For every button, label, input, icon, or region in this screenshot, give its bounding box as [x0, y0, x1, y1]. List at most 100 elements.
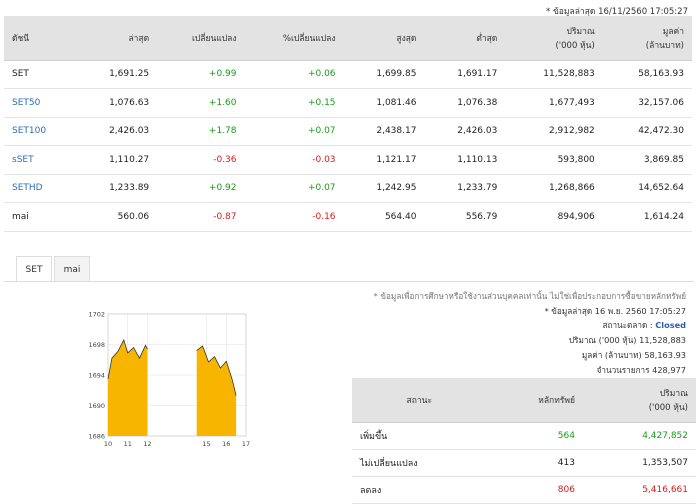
adv-status-label: เพิ่มขึ้น: [352, 422, 487, 450]
index-low: 1,110.13: [424, 145, 506, 175]
summary-value-value: 58,163.93: [644, 350, 686, 360]
table-row: ลดลง 806 5,416,661: [352, 476, 696, 504]
summary-volume-label: ปริมาณ ('000 หุ้น): [568, 335, 637, 345]
col-value-unit: (ล้านบาท): [645, 40, 684, 51]
intraday-chart: 1702 1698 1694 1690 1686 10 11 12 15 16 17: [88, 311, 250, 449]
x-tick-label: 17: [242, 440, 250, 448]
index-area-segment: [108, 339, 148, 436]
index-volume: 2,912,982: [505, 117, 603, 146]
summary-volume-value: 11,528,883: [639, 335, 686, 345]
x-tick-label: 12: [143, 440, 151, 448]
index-low: 1,691.17: [424, 60, 506, 89]
index-low: 556.79: [424, 202, 506, 232]
index-change: -0.36: [157, 145, 245, 175]
index-value: 1,614.24: [602, 202, 692, 232]
col-value: มูลค่า (ล้านบาท): [602, 16, 692, 61]
adv-status-label: ไม่เปลี่ยนแปลง: [352, 449, 487, 477]
col-index: ดัชนี: [4, 16, 77, 61]
summary-updated: * ข้อมูลล่าสุด 16 พ.ย. 2560 17:05:27: [544, 306, 686, 316]
index-volume: 1,677,493: [505, 88, 603, 118]
index-line-segment: [107, 338, 148, 379]
index-last: 1,233.89: [76, 174, 158, 203]
adv-count: 806: [486, 476, 583, 504]
index-pct-change: +0.07: [244, 174, 344, 203]
index-volume: 1,268,866: [505, 174, 603, 203]
col-volume: ปริมาณ ('000 หุ้น): [505, 16, 603, 61]
y-tick-label: 1698: [88, 341, 105, 349]
col-adv-volume: ปริมาณ ('000 หุ้น): [582, 378, 696, 423]
index-table-header: ดัชนี ล่าสุด เปลี่ยนแปลง %เปลี่ยนแปลง สู…: [4, 16, 692, 61]
index-value: 42,472.30: [602, 117, 692, 146]
index-value: 58,163.93: [602, 60, 692, 89]
y-tick-label: 1702: [88, 311, 105, 319]
index-name: mai: [4, 202, 77, 232]
index-low: 1,076.38: [424, 88, 506, 118]
x-tick-label: 11: [124, 440, 132, 448]
index-high: 1,121.17: [343, 145, 425, 175]
col-status: สถานะ: [352, 378, 487, 423]
index-name: SET: [4, 60, 77, 89]
last-updated-note: * ข้อมูลล่าสุด 16/11/2560 17:05:27: [546, 7, 688, 17]
tab-divider: [4, 281, 694, 282]
table-row: SET50 1,076.63 +1.60 +0.15 1,081.46 1,07…: [4, 88, 692, 118]
market-status: สถานะตลาด : Closed: [602, 319, 686, 332]
adv-count: 564: [486, 422, 583, 450]
index-last: 560.06: [76, 202, 158, 232]
index-low: 1,233.79: [424, 174, 506, 203]
x-tick-label: 16: [222, 440, 230, 448]
table-row: SETHD 1,233.89 +0.92 +0.07 1,242.95 1,23…: [4, 174, 692, 203]
market-tabs: SET mai: [16, 256, 92, 282]
col-volume-unit: ('000 หุ้น): [555, 40, 595, 51]
table-row: SET100 2,426.03 +1.78 +0.07 2,438.17 2,4…: [4, 117, 692, 146]
adv-status-label: ลดลง: [352, 476, 487, 504]
summary-volume: ปริมาณ ('000 หุ้น) 11,528,883: [569, 334, 686, 347]
x-tick-label: 15: [202, 440, 210, 448]
summary-deals-value: 428,977: [652, 365, 686, 375]
index-name-link[interactable]: sSET: [4, 145, 77, 175]
col-adv-volume-label: ปริมาณ: [659, 388, 688, 399]
adv-volume: 4,427,852: [582, 422, 696, 450]
index-low: 2,426.03: [424, 117, 506, 146]
summary-value-label: มูลค่า (ล้านบาท): [581, 350, 642, 360]
col-last: ล่าสุด: [76, 16, 158, 61]
summary-deals: จำนวนรายการ 428,977: [597, 364, 686, 377]
table-row: ไม่เปลี่ยนแปลง 413 1,353,507: [352, 449, 696, 477]
tab-set[interactable]: SET: [16, 256, 52, 282]
index-pct-change: -0.03: [244, 145, 344, 175]
index-value: 14,652.64: [602, 174, 692, 203]
adv-volume: 5,416,661: [582, 476, 696, 504]
index-pct-change: -0.16: [244, 202, 344, 232]
col-pct-change: %เปลี่ยนแปลง: [244, 16, 344, 61]
market-status-label: สถานะตลาด :: [602, 320, 653, 330]
index-table: ดัชนี ล่าสุด เปลี่ยนแปลง %เปลี่ยนแปลง สู…: [4, 16, 692, 232]
index-pct-change: +0.15: [244, 88, 344, 118]
index-name-link[interactable]: SET50: [4, 88, 77, 118]
index-name-link[interactable]: SETHD: [4, 174, 77, 203]
index-change: +1.60: [157, 88, 245, 118]
index-area-segment: [196, 346, 237, 436]
col-securities: หลักทรัพย์: [486, 378, 583, 423]
table-row: SET 1,691.25 +0.99 +0.06 1,699.85 1,691.…: [4, 60, 692, 89]
adv-count: 413: [486, 449, 583, 477]
tab-mai[interactable]: mai: [54, 256, 90, 282]
index-value: 3,869.85: [602, 145, 692, 175]
index-change: +0.99: [157, 60, 245, 89]
y-tick-label: 1694: [88, 372, 105, 380]
disclaimer-note: * ข้อมูลเพื่อการศึกษาหรือใช้งานส่วนบุคคล…: [373, 291, 686, 301]
adv-volume: 1,353,507: [582, 449, 696, 477]
index-high: 2,438.17: [343, 117, 425, 146]
index-volume: 593,800: [505, 145, 603, 175]
y-tick-label: 1690: [88, 402, 105, 410]
index-last: 1,110.27: [76, 145, 158, 175]
col-change: เปลี่ยนแปลง: [157, 16, 245, 61]
index-line-segment: [196, 345, 237, 396]
market-status-value: Closed: [655, 320, 686, 330]
col-volume-label: ปริมาณ: [566, 26, 595, 37]
index-pct-change: +0.07: [244, 117, 344, 146]
col-value-label: มูลค่า: [662, 26, 684, 37]
index-pct-change: +0.06: [244, 60, 344, 89]
col-high: สูงสุด: [343, 16, 425, 61]
summary-deals-label: จำนวนรายการ: [596, 365, 650, 375]
table-row: mai 560.06 -0.87 -0.16 564.40 556.79 894…: [4, 202, 692, 232]
index-name-link[interactable]: SET100: [4, 117, 77, 146]
